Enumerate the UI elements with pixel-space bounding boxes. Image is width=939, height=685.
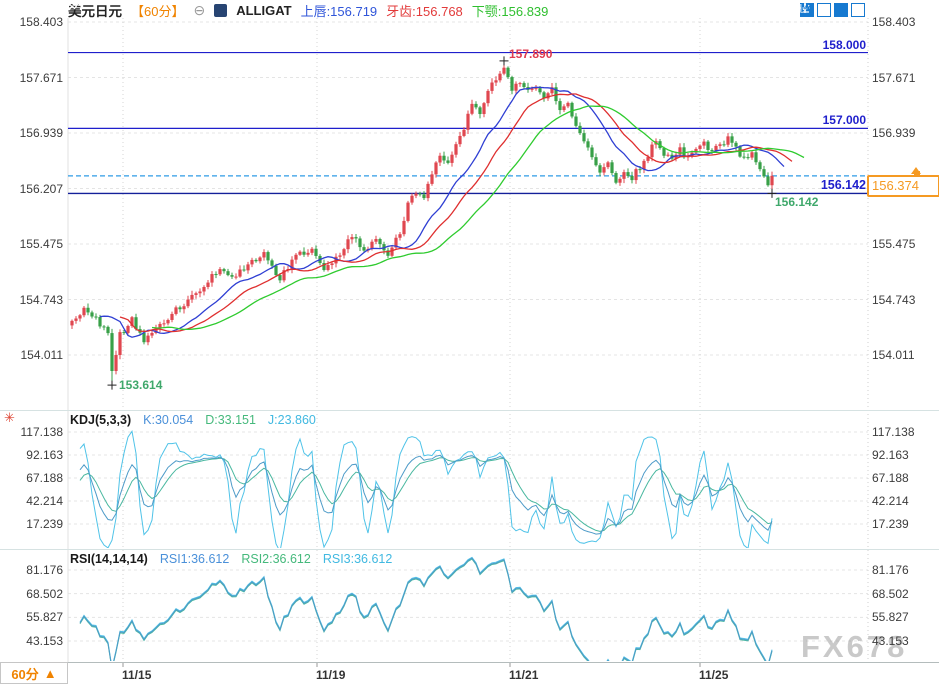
kdj-tick-right: 117.138 xyxy=(872,425,915,439)
kdj-legend: KDJ(5,3,3) K:30.054 D:33.151 J:23.860 xyxy=(70,413,316,427)
date-tick-label: 11/25 xyxy=(699,668,729,682)
timeframe-tab-label: 60分 xyxy=(11,666,39,682)
level-price-label: 158.000 xyxy=(822,37,866,52)
indicator-settings-icon[interactable]: ✳ xyxy=(4,410,15,425)
rsi-tick-left: 81.176 xyxy=(26,563,63,577)
rsi-tick-left: 43.153 xyxy=(26,634,63,648)
tab-arrow-icon: ▲ xyxy=(43,665,57,681)
rsi-tick-left: 55.827 xyxy=(26,610,63,625)
low-annotation: 153.614 xyxy=(119,378,163,393)
rsi3-value: RSI3:36.612 xyxy=(322,552,393,566)
kdj-j-value: J:23.860 xyxy=(267,413,316,427)
rsi-tick-right: 43.153 xyxy=(872,634,909,648)
price-up-arrow-stem xyxy=(914,171,920,175)
price-up-arrow-icon xyxy=(911,162,921,174)
indicator-chart-icon xyxy=(68,3,228,17)
kdj-tick-left: 92.163 xyxy=(26,448,63,462)
symbol-title: 美元日元 xyxy=(68,4,122,19)
kdj-tick-left: 42.214 xyxy=(26,493,63,508)
alligator-jaw-value: 下颚:156.839 xyxy=(471,3,549,19)
date-tick-label: 11/19 xyxy=(316,668,346,682)
current-price-box: 156.374 xyxy=(867,175,939,197)
scale-axis-icon[interactable] xyxy=(800,3,831,17)
price-tick-left: 154.743 xyxy=(19,292,63,307)
price-tick-left: 155.475 xyxy=(19,237,63,251)
auto-scale-icon[interactable] xyxy=(800,3,848,17)
rsi-tick-right: 81.176 xyxy=(872,563,909,577)
price-tick-left: 158.403 xyxy=(19,15,63,29)
last-low-annotation: 156.142 xyxy=(775,195,819,210)
price-tick-right: 156.939 xyxy=(872,126,916,140)
date-tick-label: 11/21 xyxy=(509,668,539,682)
kdj-tick-right: 17.239 xyxy=(872,517,909,531)
collapse-icon[interactable]: ⊖ xyxy=(193,1,206,18)
pop-out-icon[interactable] xyxy=(801,3,865,17)
kdj-title: KDJ(5,3,3) xyxy=(70,413,132,427)
chart-toolbar xyxy=(800,3,865,17)
rsi-tick-right: 68.502 xyxy=(872,586,909,601)
chart-header: 美元日元 【60分】 ⊖ ALLIGAT 上唇:156.719 牙齿:156.7… xyxy=(68,1,549,20)
price-tick-left: 157.671 xyxy=(19,70,63,85)
price-tick-right: 154.743 xyxy=(872,292,916,307)
price-tick-left: 154.011 xyxy=(20,348,64,362)
kdj-d-value: D:33.151 xyxy=(205,413,256,427)
rsi1-value: RSI1:36.612 xyxy=(159,552,230,566)
price-tick-right: 154.011 xyxy=(872,348,915,362)
price-tick-left: 156.207 xyxy=(19,181,63,196)
level-price-label: 157.000 xyxy=(822,113,866,128)
kdj-k-value: K:30.054 xyxy=(143,413,194,427)
peak-annotation: 157.890 xyxy=(509,46,553,61)
kdj-tick-right: 92.163 xyxy=(872,448,909,462)
kdj-tick-right: 42.214 xyxy=(872,493,909,508)
kdj-tick-right: 67.188 xyxy=(872,471,909,485)
kdj-tick-left: 117.138 xyxy=(20,425,64,439)
price-tick-right: 157.671 xyxy=(872,70,916,85)
price-tick-right: 155.475 xyxy=(872,237,916,251)
timeframe-label: 【60分】 xyxy=(131,3,185,19)
alligator-teeth-value: 牙齿:156.768 xyxy=(386,3,463,19)
rsi-legend: RSI(14,14,14) RSI1:36.612 RSI2:36.612 RS… xyxy=(70,552,392,566)
rsi-tick-right: 55.827 xyxy=(872,610,909,625)
kdj-tick-left: 17.239 xyxy=(26,517,63,531)
rsi-title: RSI(14,14,14) xyxy=(70,552,148,566)
rsi-tick-left: 68.502 xyxy=(26,586,63,601)
alligator-lips-value: 上唇:156.719 xyxy=(300,3,378,19)
indicator-name: ALLIGAT xyxy=(236,2,292,18)
rsi2-value: RSI2:36.612 xyxy=(241,552,311,566)
support-price-label: 156.142 xyxy=(820,178,866,193)
date-tick-label: 11/15 xyxy=(122,668,152,682)
timeframe-tab[interactable]: 60分 ▲ xyxy=(0,662,68,684)
price-tick-right: 158.403 xyxy=(872,15,916,29)
price-tick-left: 156.939 xyxy=(19,126,63,140)
kdj-tick-left: 67.188 xyxy=(26,471,63,485)
